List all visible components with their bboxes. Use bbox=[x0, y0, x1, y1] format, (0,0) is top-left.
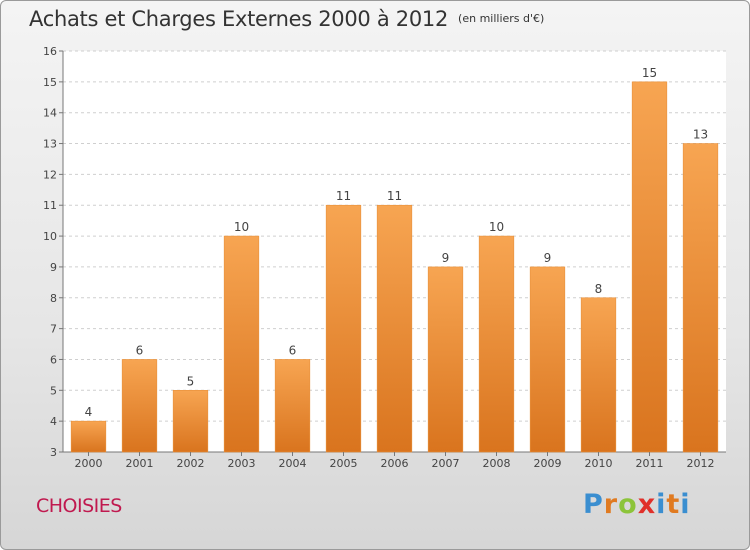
x-tick-label: 2011 bbox=[636, 457, 664, 470]
x-tick-label: 2005 bbox=[330, 457, 358, 470]
chart-title-text: Achats et Charges Externes 2000 à 2012 bbox=[29, 7, 449, 31]
y-tick-label: 12 bbox=[43, 168, 57, 181]
x-tick-label: 2003 bbox=[228, 457, 256, 470]
x-tick-label: 2009 bbox=[534, 457, 562, 470]
bar-2004 bbox=[274, 359, 311, 453]
bar-2001 bbox=[121, 359, 158, 453]
y-tick-label: 10 bbox=[43, 230, 57, 243]
x-tick-label: 2004 bbox=[279, 457, 307, 470]
chart-unit: (en milliers d'€) bbox=[458, 12, 545, 25]
bar-2006 bbox=[376, 204, 413, 453]
y-axis: 3 4 5 6 7 8 9 10 11 12 13 14 15 16 bbox=[43, 45, 726, 459]
x-tick-label: 2006 bbox=[381, 457, 409, 470]
bar-2002 bbox=[172, 390, 209, 453]
x-axis: 2000 2001 2002 2003 2004 2005 2006 2007 2008 2009… bbox=[75, 452, 715, 470]
bar-2007 bbox=[427, 266, 464, 453]
data-label: 6 bbox=[136, 343, 144, 357]
y-tick-label: 9 bbox=[50, 261, 57, 274]
x-tick-label: 2001 bbox=[126, 457, 154, 470]
data-label: 9 bbox=[442, 251, 450, 265]
y-tick-label: 8 bbox=[50, 292, 57, 305]
y-tick-label: 16 bbox=[43, 45, 57, 58]
city-name: CHOISIES bbox=[36, 495, 122, 517]
data-label: 11 bbox=[387, 189, 402, 203]
data-label: 13 bbox=[693, 128, 708, 142]
y-tick-label: 13 bbox=[43, 138, 57, 151]
y-tick-label: 11 bbox=[43, 199, 57, 212]
data-label: 4 bbox=[85, 405, 93, 419]
bar-2008 bbox=[478, 235, 515, 453]
x-tick-label: 2000 bbox=[75, 457, 103, 470]
y-tick-label: 6 bbox=[50, 353, 57, 366]
data-label: 10 bbox=[489, 220, 504, 234]
y-tick-label: 4 bbox=[50, 415, 57, 428]
y-tick-label: 14 bbox=[43, 107, 57, 120]
x-tick-label: 2007 bbox=[432, 457, 460, 470]
data-label: 9 bbox=[544, 251, 552, 265]
bar-2010 bbox=[580, 297, 617, 453]
data-label: 5 bbox=[187, 374, 195, 388]
y-tick-label: 3 bbox=[50, 446, 57, 459]
bar-2009 bbox=[529, 266, 566, 453]
y-tick-label: 15 bbox=[43, 76, 57, 89]
x-tick-label: 2002 bbox=[177, 457, 205, 470]
bar-2012 bbox=[682, 143, 719, 453]
data-label: 15 bbox=[642, 66, 657, 80]
y-tick-label: 7 bbox=[50, 323, 57, 336]
bars: 4 6 5 10 6 11 11 9 10 9 8 15 13 bbox=[70, 66, 719, 453]
x-tick-label: 2008 bbox=[483, 457, 511, 470]
chart-title: Achats et Charges Externes 2000 à 2012 (e… bbox=[29, 7, 544, 31]
x-tick-label: 2010 bbox=[585, 457, 613, 470]
data-label: 11 bbox=[336, 189, 351, 203]
data-label: 10 bbox=[234, 220, 249, 234]
x-tick-label: 2012 bbox=[687, 457, 715, 470]
bar-2000 bbox=[70, 420, 107, 453]
bar-2003 bbox=[223, 235, 260, 453]
bar-2005 bbox=[325, 204, 362, 453]
data-label: 8 bbox=[595, 282, 603, 296]
bar-2011 bbox=[631, 81, 668, 453]
y-tick-label: 5 bbox=[50, 384, 57, 397]
proxiti-logo[interactable]: Proxiti bbox=[583, 489, 691, 520]
data-label: 6 bbox=[289, 343, 297, 357]
